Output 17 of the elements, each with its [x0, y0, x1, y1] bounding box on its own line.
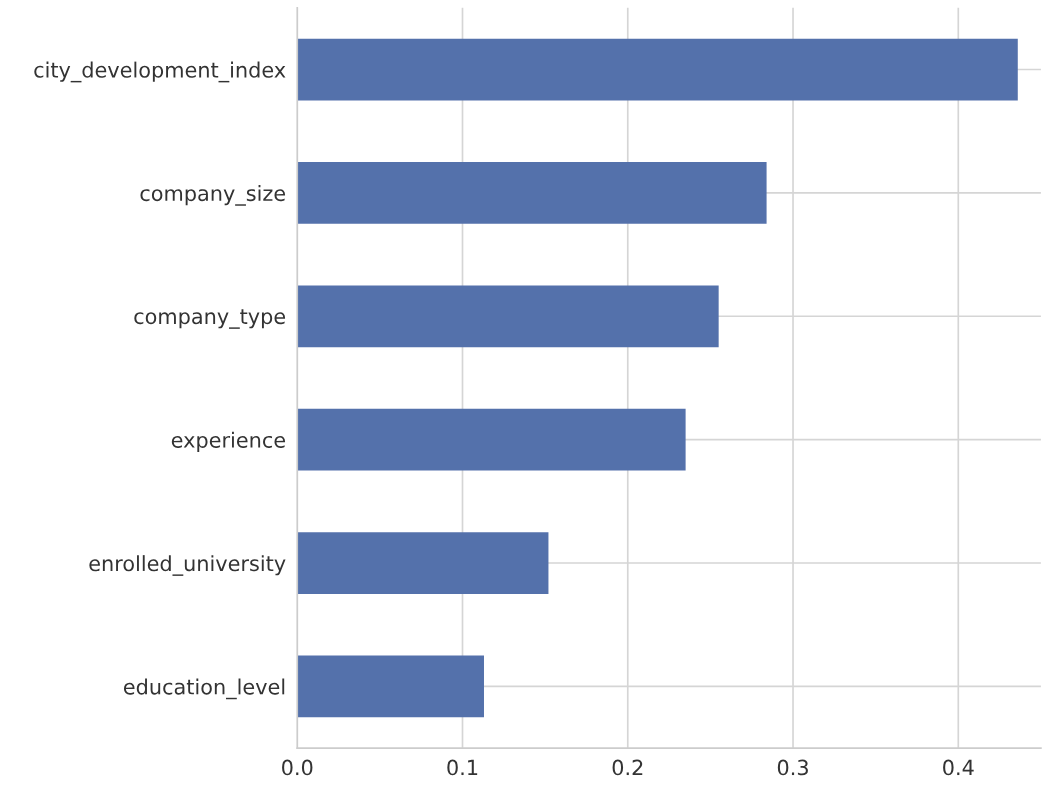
x-tick-label: 0.1: [447, 759, 478, 776]
bar: [297, 38, 1018, 101]
x-tick-label: 0.4: [943, 759, 974, 776]
x-tick-label: 0.3: [777, 759, 808, 776]
bar: [297, 162, 767, 224]
y-tick-label: company_type: [134, 309, 286, 329]
y-tick-label: company_size: [140, 185, 286, 206]
bar: [297, 655, 484, 718]
y-tick-label: experience: [171, 431, 286, 452]
bar: [297, 285, 719, 348]
bar: [297, 408, 686, 471]
y-tick-label: city_development_index: [34, 61, 286, 83]
y-tick-label: enrolled_university: [89, 555, 286, 576]
y-tick-label: education_level: [123, 678, 285, 700]
x-tick-label: 0.0: [282, 759, 313, 776]
x-tick-label: 0.2: [612, 759, 643, 776]
bar: [297, 532, 549, 594]
